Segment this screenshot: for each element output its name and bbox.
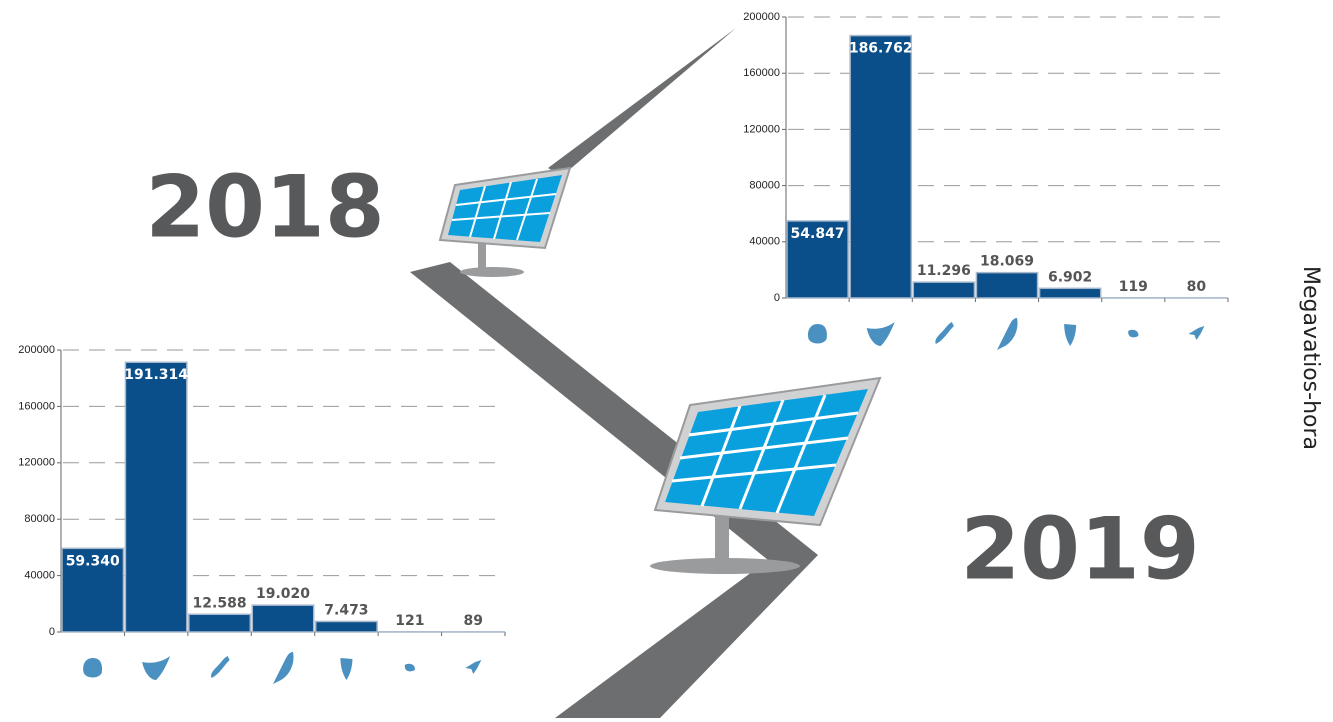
island-icon [1188,326,1204,340]
bar [189,614,250,632]
island-icon [142,656,170,680]
bar-chart: 0 40000 80000 120000 160000 200000 [18,344,505,684]
y-axis-title: Megavatios-hora [1298,266,1323,450]
bar [252,605,313,632]
island-icon [405,664,415,672]
small-panel [440,168,570,277]
y-tick-label: 200000 [18,344,55,356]
island-icon [340,658,352,680]
y-tick-label: 80000 [24,513,55,525]
island-icon [867,322,895,346]
y-tick-label: 160000 [743,67,780,79]
value-label: 54.847 [791,226,845,242]
island-icon [465,660,481,674]
value-label: 6.902 [1048,269,1092,285]
value-label: 19.020 [256,586,310,602]
y-tick-label: 120000 [743,123,780,135]
value-label: 12.588 [193,595,247,611]
bar-chart: 0 40000 80000 120000 160000 200000 [743,11,1228,350]
value-label: 119 [1119,279,1148,295]
y-tick-label: 0 [774,292,780,304]
bar [913,282,974,298]
year-label: 2018 [145,157,384,257]
island-icon [273,652,294,684]
value-label: 186.762 [849,41,913,57]
value-label: 80 [1187,279,1207,295]
island-icon [808,324,827,344]
island-icon [997,318,1018,350]
year-label: 2019 [960,499,1199,599]
y-tick-label: 0 [49,626,55,638]
y-tick-label: 120000 [18,457,55,469]
y-tick-label: 40000 [749,236,780,248]
value-label: 11.296 [917,263,971,279]
island-icon [83,658,102,678]
bar [850,36,911,298]
y-tick-label: 80000 [749,180,780,192]
y-tick-label: 160000 [18,400,55,412]
value-label: 59.340 [66,553,120,569]
island-icon [935,322,954,344]
bar [125,362,186,632]
bar [1040,288,1101,298]
y-tick-label: 40000 [24,570,55,582]
value-label: 89 [464,613,483,629]
y-tick-label: 200000 [743,11,780,23]
value-label: 191.314 [124,367,188,383]
bar [976,273,1037,298]
island-icon [1064,324,1076,346]
value-label: 7.473 [324,602,368,618]
value-label: 121 [395,613,424,629]
island-icon [211,656,230,678]
island-icon [1128,330,1138,338]
value-label: 18.069 [980,254,1034,270]
bar [316,621,377,632]
road-far [548,28,736,176]
